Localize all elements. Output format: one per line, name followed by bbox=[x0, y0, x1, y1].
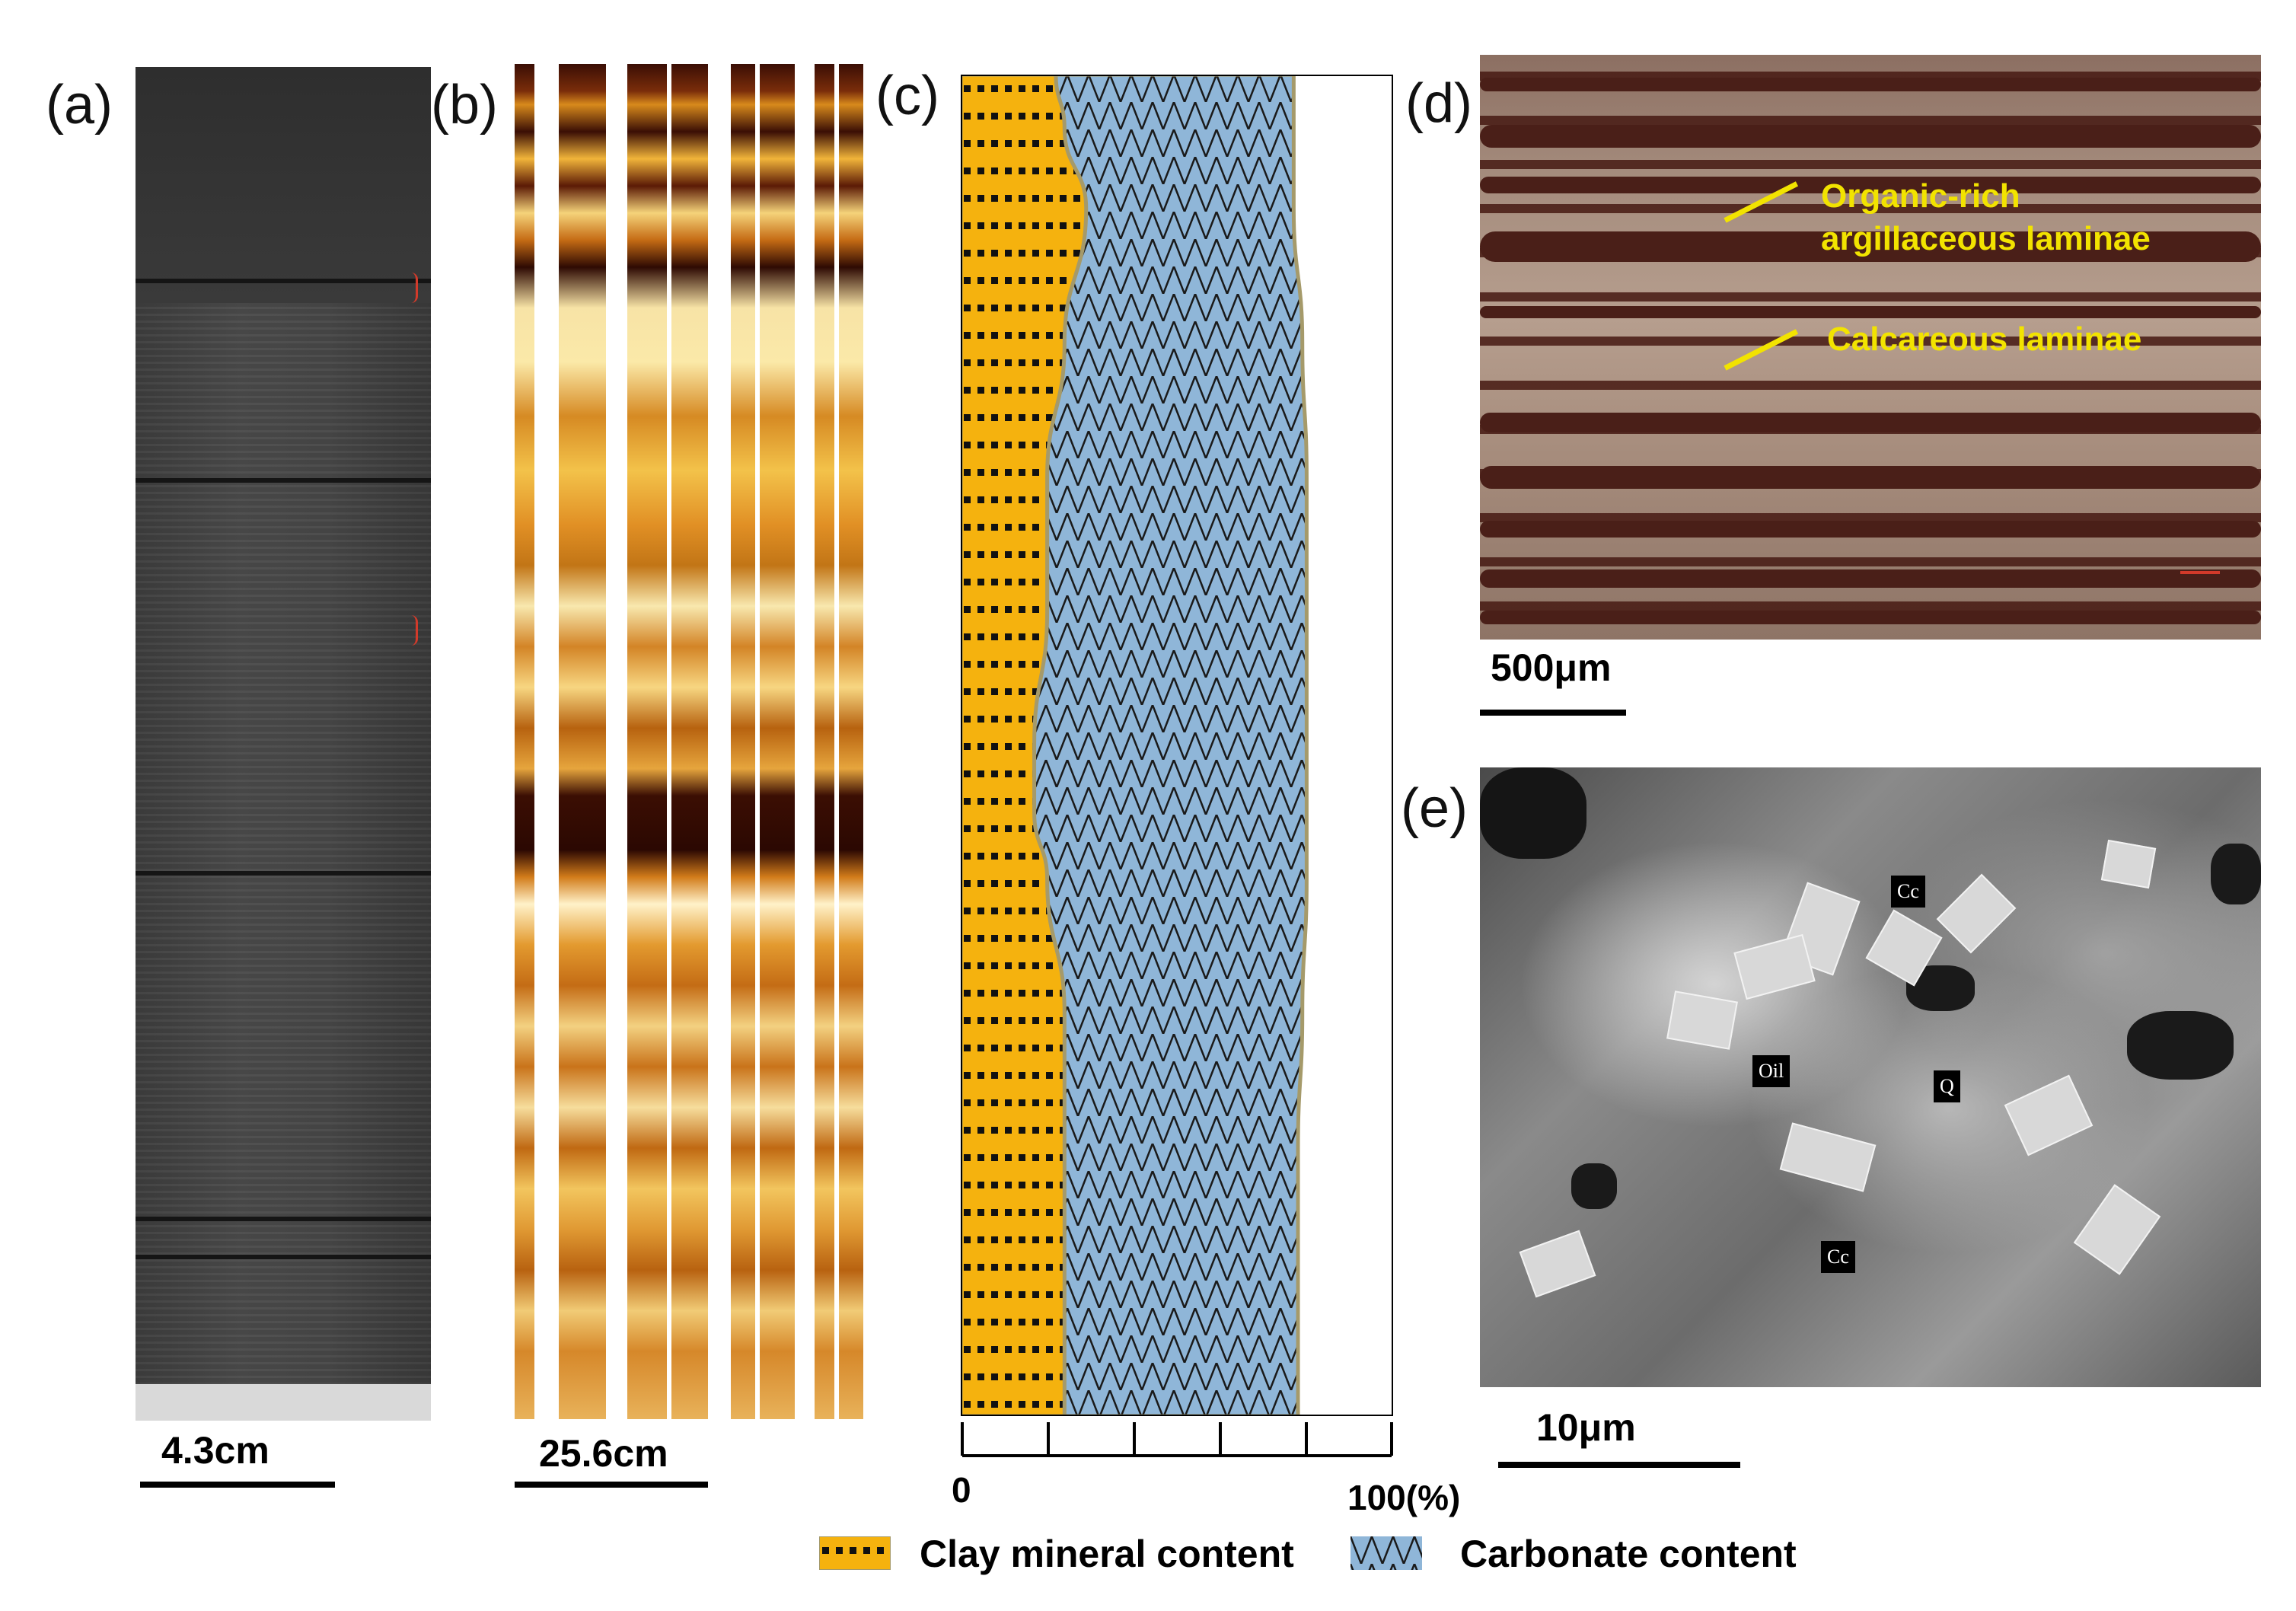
core-top-section bbox=[136, 67, 431, 303]
panel-label-a: (a) bbox=[46, 75, 113, 136]
mineral-grain bbox=[1733, 933, 1816, 1000]
organic-lamina bbox=[1480, 569, 2261, 588]
core-photo bbox=[136, 67, 431, 1421]
mineral-grain bbox=[2004, 1074, 2094, 1156]
image-log bbox=[515, 64, 877, 1419]
organic-lamina bbox=[1480, 231, 2261, 262]
image-log-gap bbox=[708, 64, 731, 1419]
organic-lamina bbox=[1480, 611, 2261, 624]
organic-lamina bbox=[1480, 466, 2261, 489]
legend-swatch-carbonate bbox=[1350, 1536, 1422, 1570]
image-log-gap bbox=[755, 64, 760, 1419]
core-fracture bbox=[136, 1217, 431, 1221]
panel-label-e: (e) bbox=[1401, 778, 1468, 839]
mineral-tag-oil: Oil bbox=[1752, 1055, 1791, 1087]
panel-label-b: (b) bbox=[431, 75, 498, 136]
organic-lamina bbox=[1480, 177, 2261, 193]
core-fracture bbox=[136, 871, 431, 876]
scale-label-e: 10μm bbox=[1536, 1406, 1636, 1449]
annotation-organic-line1: Organic-rich bbox=[1821, 177, 2020, 215]
x-tick-label-100: 100(%) bbox=[1347, 1478, 1461, 1517]
annotation-organic-line2: argillaceous laminae bbox=[1821, 220, 2151, 257]
image-log-gap bbox=[795, 64, 815, 1419]
organic-lamina bbox=[1480, 306, 2261, 318]
red-depth-mark bbox=[411, 273, 418, 303]
mineral-grain bbox=[1779, 1122, 1877, 1192]
dark-pore bbox=[2211, 844, 2261, 904]
mineral-grain bbox=[1519, 1230, 1596, 1298]
mineral-tag-cc: Cc bbox=[1821, 1241, 1855, 1273]
scale-bar-a bbox=[140, 1482, 335, 1488]
dark-pore bbox=[1571, 1163, 1617, 1209]
scale-bar-d bbox=[1480, 710, 1626, 716]
panel-label-c: (c) bbox=[875, 65, 939, 126]
annotation-calcareous: Calcareous laminae bbox=[1827, 321, 2142, 358]
sem-image: Cc Oil Q Cc bbox=[1480, 767, 2261, 1387]
organic-lamina bbox=[1480, 125, 2261, 148]
red-scale-mark bbox=[2180, 571, 2220, 574]
scale-bar-e bbox=[1498, 1462, 1740, 1468]
red-depth-mark bbox=[411, 615, 418, 646]
x-tick-label-0: 0 bbox=[952, 1470, 971, 1510]
mineral-tag-cc: Cc bbox=[1891, 876, 1925, 908]
mineral-grain bbox=[1666, 991, 1738, 1050]
image-log-gap bbox=[863, 64, 877, 1419]
annotation-pointer bbox=[1724, 329, 1799, 371]
legend-swatch-clay bbox=[819, 1536, 891, 1570]
core-fracture bbox=[136, 279, 431, 283]
panel-label-d: (d) bbox=[1405, 73, 1472, 134]
legend-label-clay: Clay mineral content bbox=[920, 1533, 1294, 1575]
mineral-grain bbox=[1936, 873, 2017, 954]
organic-lamina bbox=[1480, 78, 2261, 91]
mineral-grain bbox=[2100, 839, 2157, 889]
clay-area bbox=[961, 75, 1089, 1416]
image-log-gap bbox=[834, 64, 839, 1419]
scale-label-d: 500μm bbox=[1491, 646, 1612, 689]
mineral-grain bbox=[2073, 1184, 2161, 1275]
composition-chart bbox=[961, 75, 1393, 1416]
chart-x-axis bbox=[961, 1422, 1393, 1457]
dark-pore bbox=[1480, 767, 1586, 859]
organic-lamina bbox=[1480, 413, 2261, 432]
legend-label-carbonate: Carbonate content bbox=[1460, 1533, 1797, 1575]
scale-label-b: 25.6cm bbox=[539, 1432, 668, 1475]
image-log-gap bbox=[667, 64, 671, 1419]
scale-bar-b bbox=[515, 1482, 708, 1488]
organic-lamina bbox=[1480, 521, 2261, 538]
image-log-gap bbox=[606, 64, 627, 1419]
image-log-gap bbox=[534, 64, 559, 1419]
mineral-tag-q: Q bbox=[1934, 1070, 1960, 1102]
core-fracture bbox=[136, 1255, 431, 1259]
dark-pore bbox=[2127, 1011, 2234, 1080]
core-bottom-edge bbox=[136, 1384, 431, 1421]
thin-section-photo: Organic-rich argillaceous laminae Calcar… bbox=[1480, 55, 2261, 640]
core-fracture bbox=[136, 478, 431, 483]
scale-label-a: 4.3cm bbox=[161, 1429, 269, 1472]
